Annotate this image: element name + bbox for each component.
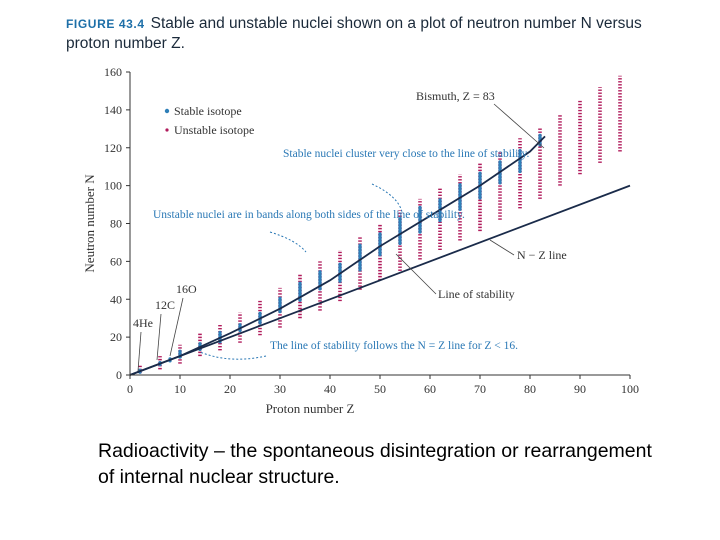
reference-lines (129, 135, 631, 376)
y-tick-label-20: 20 (110, 330, 122, 344)
slide-body-text: Radioactivity – the spontaneous disinteg… (98, 440, 652, 488)
unstable-band-leader (269, 231, 307, 253)
helium-4-label: 4He (133, 316, 153, 330)
stability-line-label: Line of stability (438, 287, 515, 301)
unstable-band-note-text: Unstable nuclei are in bands along both … (153, 209, 465, 221)
x-tick-label-80: 80 (524, 382, 536, 396)
carbon-12-leader (156, 313, 162, 361)
low-z-leader (199, 351, 267, 360)
x-tick-label-90: 90 (574, 382, 586, 396)
oxygen-16-label: 16O (176, 282, 197, 296)
x-tick-label-0: 0 (127, 382, 133, 396)
x-tick-label-70: 70 (474, 382, 486, 396)
figure-label: FIGURE 43.4 (66, 17, 145, 31)
stable-cluster-leader (371, 183, 403, 213)
x-axis-label: Proton number Z (266, 401, 355, 416)
y-tick-label-80: 80 (110, 217, 122, 231)
helium-4-leader (137, 331, 142, 372)
x-tick-label-50: 50 (374, 382, 386, 396)
n-z-leader (489, 239, 515, 256)
y-tick-label-0: 0 (116, 368, 122, 382)
y-tick-label-140: 140 (104, 103, 122, 117)
x-tick-label-20: 20 (224, 382, 236, 396)
x-tick-label-30: 30 (274, 382, 286, 396)
x-tick-label-100: 100 (621, 382, 639, 396)
x-tick-label-10: 10 (174, 382, 186, 396)
isotope-bands (138, 75, 622, 374)
line-of-stability (129, 135, 546, 376)
bismuth-label: Bismuth, Z = 83 (416, 89, 495, 103)
chart-annotations: Bismuth, Z = 83 Stable nuclei cluster ve… (133, 89, 567, 372)
chart-axes: 0 10 20 30 40 50 60 70 80 90 100 0 20 40 60 80 100 120 140… (82, 65, 639, 416)
y-tick-label-100: 100 (104, 179, 122, 193)
y-axis-label: Neutron number N (82, 174, 97, 273)
carbon-12-label: 12C (155, 298, 175, 312)
low-z-note-text: The line of stability follows the N = Z … (270, 340, 518, 352)
n-equals-z-line (129, 184, 631, 376)
y-tick-label-160: 160 (104, 65, 122, 79)
stable-cluster-note-text: Stable nuclei cluster very close to the … (283, 148, 530, 160)
nuclide-chart: 0 10 20 30 40 50 60 70 80 90 100 0 20 40 60 80 100 120 140… (82, 65, 639, 416)
oxygen-16-leader (169, 297, 184, 357)
stability-leader (395, 253, 437, 295)
legend-stable-label: Stable isotope (174, 104, 242, 118)
x-tick-label-40: 40 (324, 382, 336, 396)
x-tick-label-60: 60 (424, 382, 436, 396)
bismuth-leader (493, 103, 545, 149)
stable-cluster-note: Stable nuclei cluster very close to the … (283, 148, 530, 160)
y-tick-label-40: 40 (110, 292, 122, 306)
figure-caption-text: Stable and unstable nuclei shown on a pl… (66, 15, 642, 52)
low-z-note: The line of stability follows the N = Z … (270, 340, 518, 352)
y-tick-label-60: 60 (110, 254, 122, 268)
chart-legend: Stable isotope Unstable isotope (164, 104, 254, 137)
y-tick-label-120: 120 (104, 141, 122, 155)
unstable-band-note: Unstable nuclei are in bands along both … (153, 209, 465, 221)
figure-caption: FIGURE 43.4 Stable and unstable nuclei sh… (66, 14, 666, 53)
n-z-line-label: N − Z line (517, 248, 567, 262)
legend-stable-marker (164, 108, 170, 114)
legend-unstable-marker (165, 128, 169, 132)
legend-unstable-label: Unstable isotope (174, 123, 254, 137)
